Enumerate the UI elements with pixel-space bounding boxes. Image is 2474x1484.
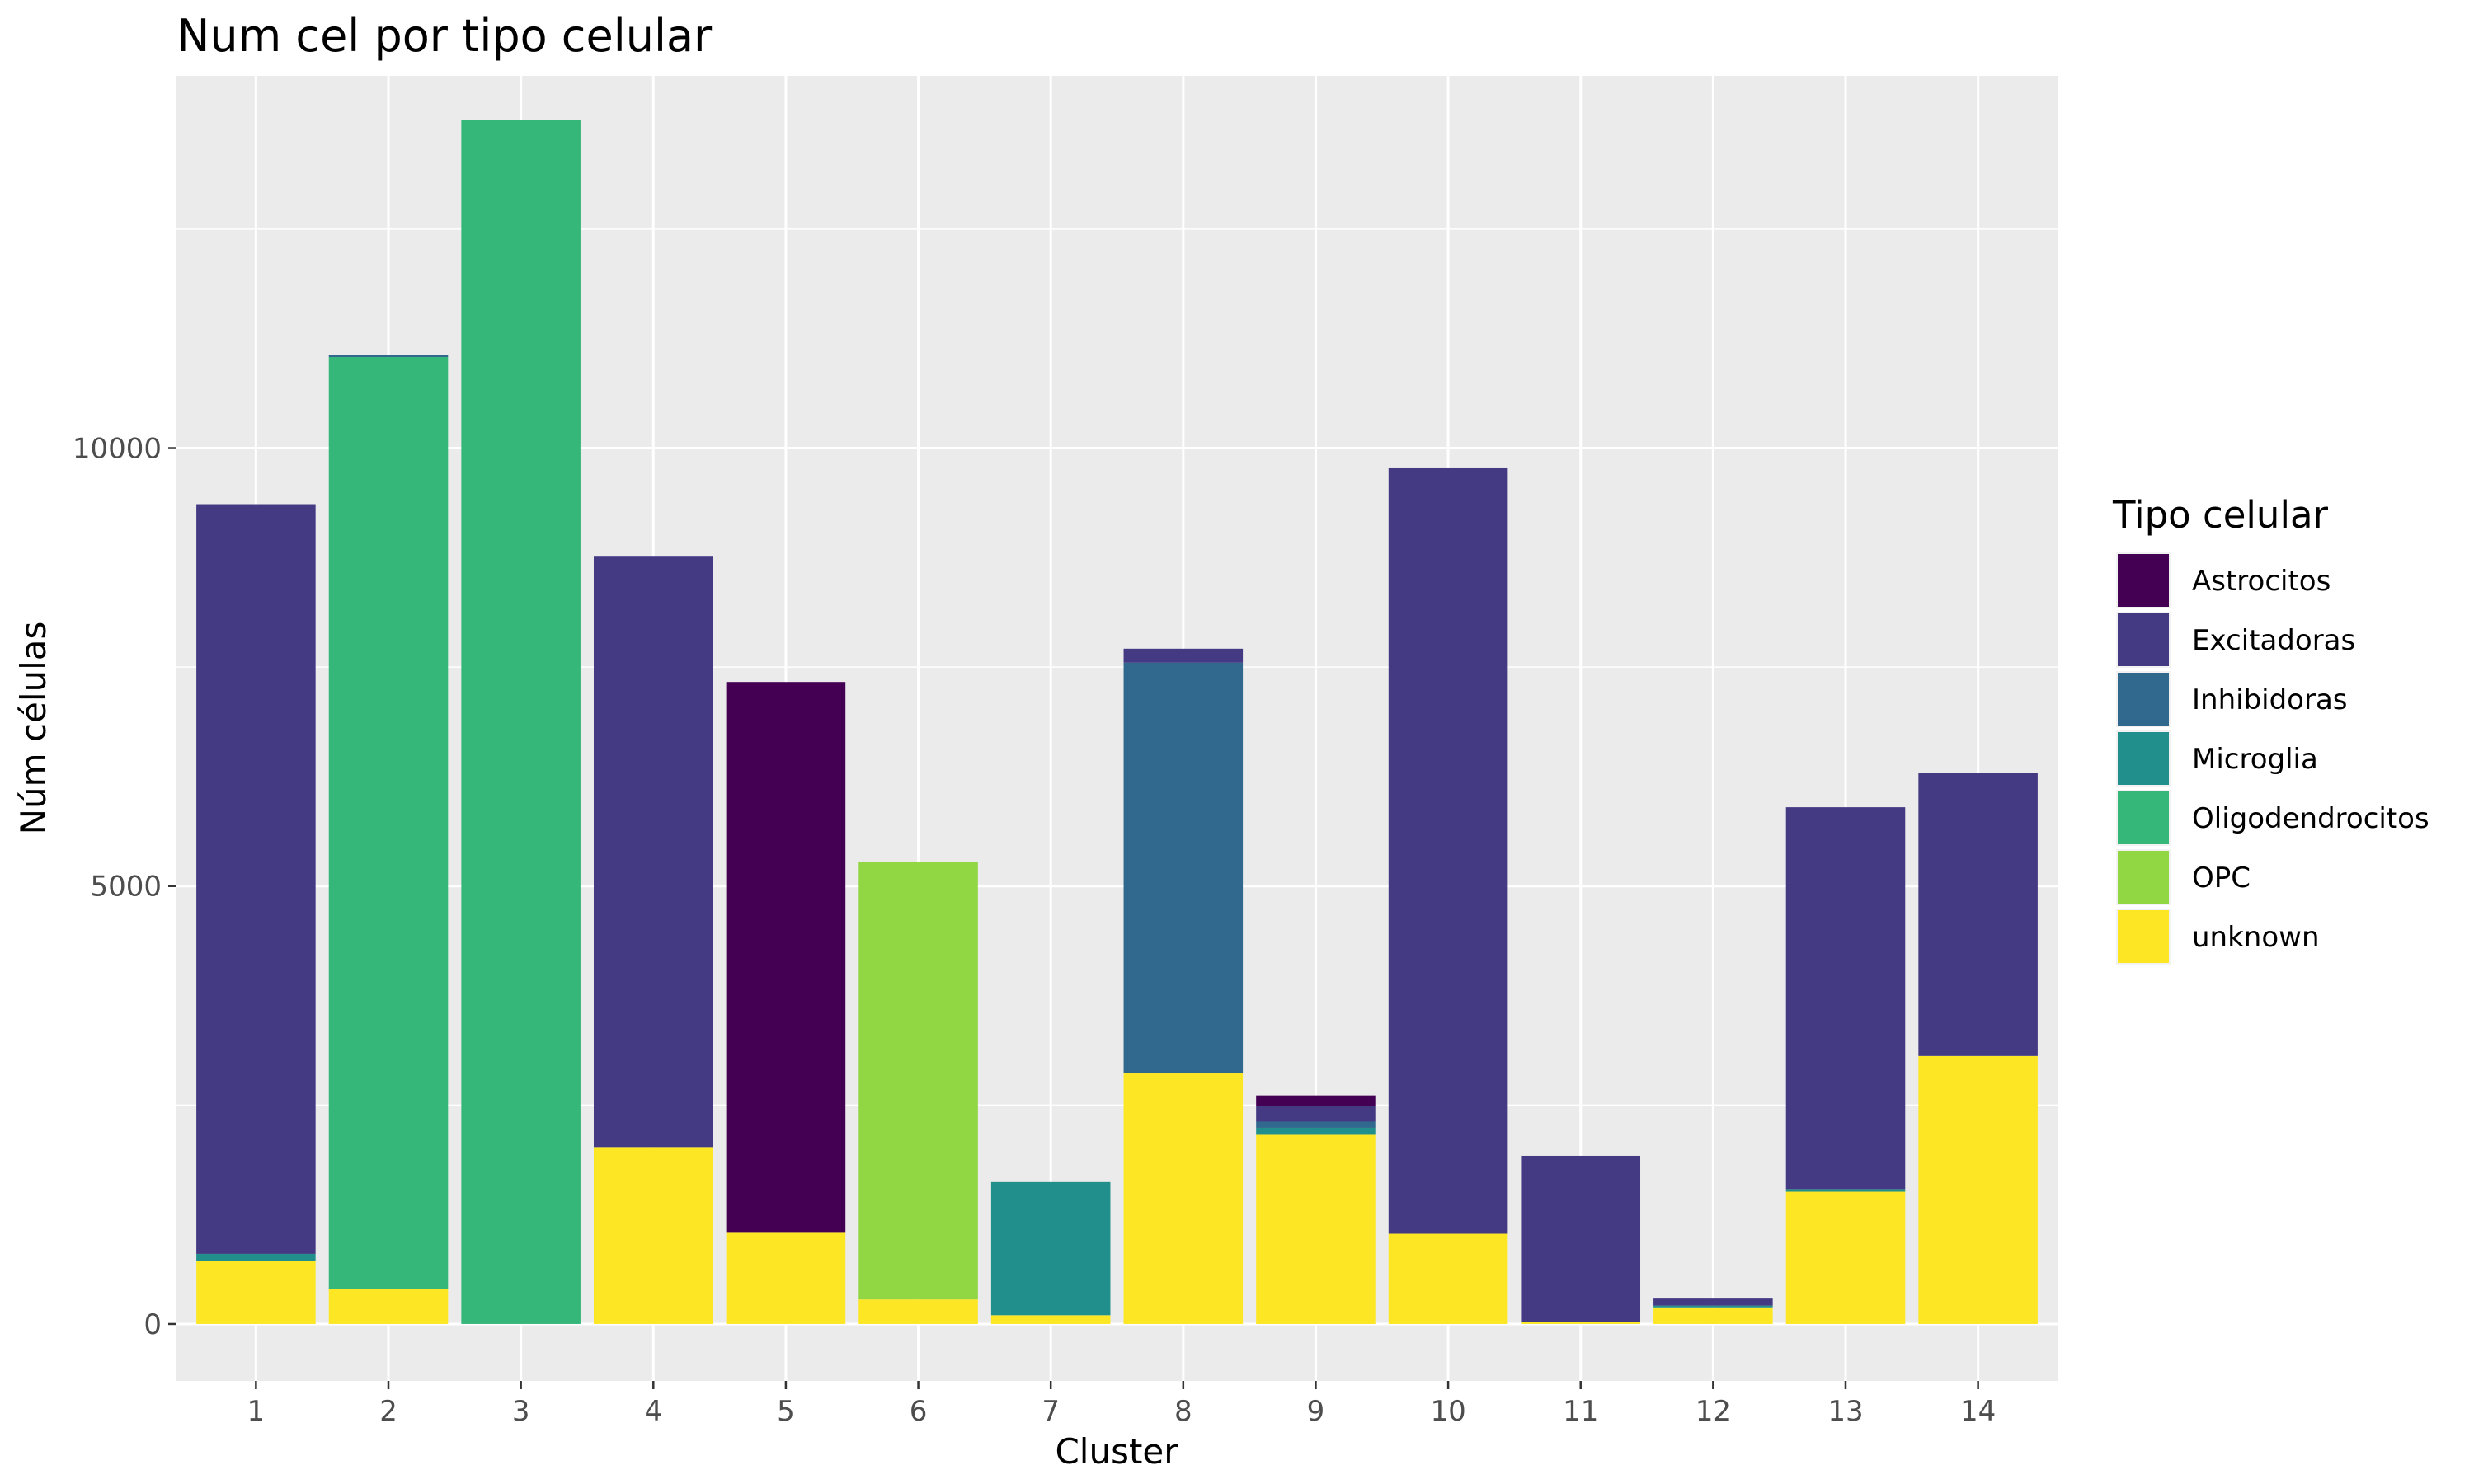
bar-segment <box>593 1147 713 1324</box>
bar-segment <box>1388 1233 1508 1324</box>
plot-panel <box>176 76 2058 1381</box>
legend-label: Astrocitos <box>2192 565 2331 598</box>
legend-swatch <box>2118 732 2169 785</box>
bar-segment <box>990 1315 1111 1324</box>
bar-segment <box>1123 662 1244 1073</box>
bar-segment <box>1918 773 2038 1056</box>
bar-segment <box>1521 1322 1641 1324</box>
bar-segment <box>328 357 449 1289</box>
legend-swatch <box>2118 851 2169 904</box>
legend-label: Inhibidoras <box>2192 683 2348 716</box>
bar-segment <box>1653 1298 1773 1306</box>
x-tick-label: 4 <box>644 1395 662 1428</box>
x-tick-label: 9 <box>1307 1395 1325 1428</box>
legend-swatch <box>2118 910 2169 963</box>
bar-segment <box>328 1289 449 1324</box>
x-tick-label: 3 <box>512 1395 530 1428</box>
bar-segment <box>1256 1127 1376 1135</box>
legend: Tipo celular Astrocitos Excitadoras Inhibi… <box>2112 493 2429 965</box>
chart-title: Num cel por tipo celular <box>176 10 713 62</box>
x-axis-title: Cluster <box>1055 1431 1178 1472</box>
y-axis: 0 5000 10000 <box>73 433 176 1341</box>
legend-label: unknown <box>2192 921 2320 954</box>
legend-label: Excitadoras <box>2192 624 2355 657</box>
y-axis-title: Núm células <box>13 622 54 835</box>
bar-segment <box>1256 1106 1376 1122</box>
legend-label: Microglia <box>2192 743 2318 776</box>
bar-segment <box>328 355 449 358</box>
bar-segment <box>726 682 846 1233</box>
legend-swatch <box>2118 791 2169 844</box>
legend-swatch <box>2118 613 2169 666</box>
x-tick-label: 11 <box>1563 1395 1598 1428</box>
y-tick-label: 0 <box>143 1308 162 1341</box>
legend-label: OPC <box>2192 862 2251 895</box>
legend-items: Astrocitos Excitadoras Inhibidoras Microgli… <box>2116 552 2429 965</box>
bar-segment <box>1653 1305 1773 1308</box>
legend-swatch <box>2118 554 2169 607</box>
x-axis: 1 2 3 4 5 6 7 8 9 10 11 12 13 14 <box>247 1381 1996 1428</box>
bar-segment <box>1123 1073 1244 1324</box>
x-tick-label: 7 <box>1042 1395 1060 1428</box>
x-tick-label: 5 <box>777 1395 795 1428</box>
bar-segment <box>1785 1191 1906 1324</box>
bar-segment <box>726 1232 846 1324</box>
x-tick-label: 6 <box>910 1395 928 1428</box>
bar-segment <box>990 1181 1111 1316</box>
bar-segment <box>858 1299 978 1324</box>
x-tick-label: 14 <box>1960 1395 1996 1428</box>
bar-segment <box>196 1261 316 1324</box>
bar-segment <box>1256 1134 1376 1324</box>
bars <box>196 120 2038 1324</box>
x-tick-label: 12 <box>1696 1395 1731 1428</box>
bar-segment <box>858 861 978 1300</box>
y-tick-label: 10000 <box>73 433 162 466</box>
bar-segment <box>1785 807 1906 1190</box>
bar-segment <box>1785 1189 1906 1192</box>
bar-segment <box>1123 648 1244 663</box>
bar-segment <box>196 504 316 1254</box>
x-tick-label: 10 <box>1430 1395 1465 1428</box>
legend-label: Oligodendrocitos <box>2192 802 2429 835</box>
bar-segment <box>1256 1121 1376 1128</box>
bar-segment <box>1653 1307 1773 1324</box>
bar-segment <box>1918 1055 2038 1324</box>
y-tick-label: 5000 <box>90 871 162 904</box>
bar-segment <box>196 1253 316 1261</box>
bar-segment <box>461 120 581 1324</box>
legend-swatch <box>2118 673 2169 726</box>
x-tick-label: 2 <box>379 1395 397 1428</box>
x-tick-label: 13 <box>1827 1395 1863 1428</box>
x-tick-label: 8 <box>1174 1395 1192 1428</box>
bar-segment <box>1521 1155 1641 1322</box>
bar-segment <box>1388 467 1508 1234</box>
x-tick-label: 1 <box>247 1395 266 1428</box>
legend-title: Tipo celular <box>2112 493 2329 537</box>
bar-segment <box>1256 1095 1376 1106</box>
bar-segment <box>593 556 713 1148</box>
